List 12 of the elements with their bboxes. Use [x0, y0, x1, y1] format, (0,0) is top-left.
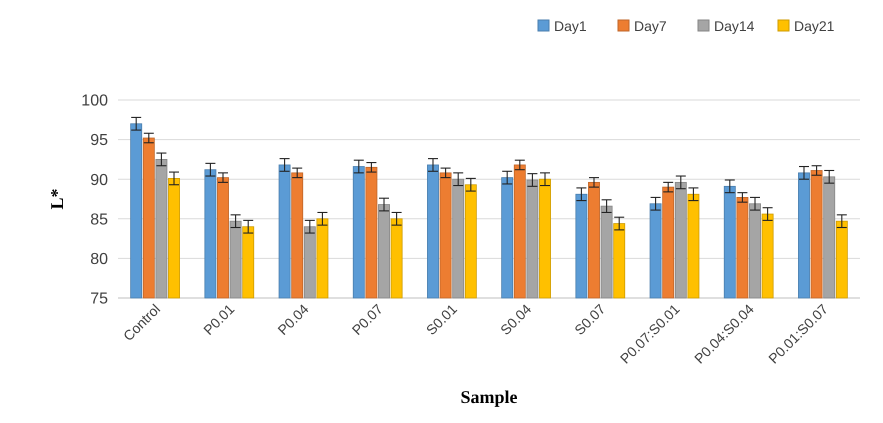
legend-label: Day21 [794, 18, 835, 34]
y-tick-label: 95 [90, 132, 108, 150]
y-tick-label: 75 [90, 290, 108, 308]
y-axis-title: L* [47, 188, 67, 210]
x-axis-title: Sample [460, 387, 518, 407]
y-tick-label: 90 [90, 172, 108, 189]
y-tick-label: 80 [90, 251, 108, 268]
y-tick-label: 85 [90, 211, 108, 228]
y-tick-label: 100 [81, 92, 108, 110]
legend-label: Day7 [634, 18, 667, 34]
legend-label: Day14 [714, 18, 755, 34]
legend-label: Day1 [554, 18, 587, 34]
